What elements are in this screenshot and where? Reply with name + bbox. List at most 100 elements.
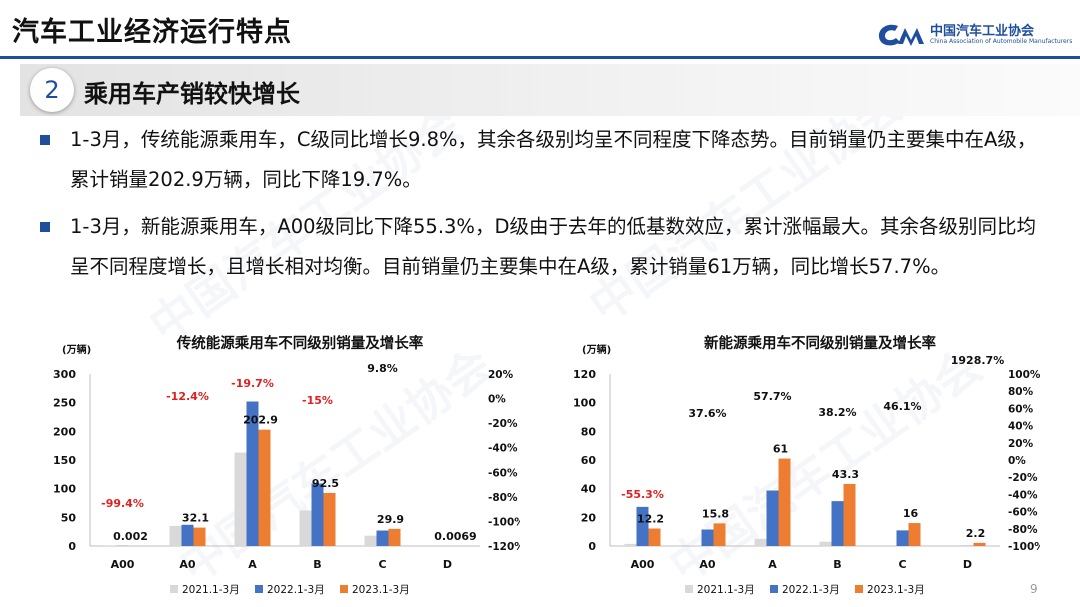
growth-rate-label: -12.4% [166, 390, 209, 403]
chart-svg: 新能源乘用车不同级别销量及增长率 (万辆) 0 20 40 60 80 100 120 -100%… [573, 334, 1040, 596]
y-tick-label: 150 [53, 454, 76, 467]
x-tick-label: B [313, 558, 321, 571]
bar [388, 528, 401, 546]
x-tick-label: D [963, 558, 972, 571]
caam-logo: 中国汽车工业协会 China Association of Automobile… [876, 18, 1072, 52]
y2-tick-label: -100% [488, 516, 520, 528]
x-tick-label: C [378, 558, 386, 571]
y2-tick-label: 0% [1008, 455, 1026, 467]
logo-name-en: China Association of Automobile Manufact… [930, 38, 1073, 45]
value-label: 16 [903, 507, 919, 520]
value-label: 61 [773, 443, 788, 456]
section-title: 乘用车产销较快增长 [84, 80, 300, 108]
value-label: 32.1 [182, 512, 209, 525]
bar [234, 452, 247, 546]
bar [648, 528, 661, 546]
x-tick-label: D [443, 558, 452, 571]
y-tick-label: 0 [588, 540, 596, 553]
x-tick-label: A0 [179, 558, 196, 571]
legend-swatch [255, 585, 263, 593]
bar [181, 524, 194, 546]
y2-tick-label: -60% [488, 467, 518, 479]
x-tick-label: A [768, 558, 777, 571]
y2-tick-label: -20% [488, 418, 518, 430]
chart-svg: 传统能源乘用车不同级别销量及增长率 (万辆) 0 50 100 150 200 250 300 -… [53, 334, 520, 596]
legend-label: 2021.1-3月 [182, 584, 240, 596]
y2-tick-label: 20% [1008, 438, 1034, 450]
bar [376, 530, 389, 546]
y-tick-label: 300 [53, 368, 76, 381]
unit-label: (万辆) [582, 343, 611, 356]
bar [636, 506, 649, 546]
header-divider [0, 56, 1080, 59]
y2-tick-label: -40% [488, 443, 518, 455]
growth-rate-label: 37.6% [688, 407, 726, 420]
y2-tick-label: 60% [1008, 403, 1034, 415]
y-tick-label: 100 [573, 397, 596, 410]
legend-label: 2023.1-3月 [867, 584, 925, 596]
unit-label: (万辆) [62, 343, 91, 356]
value-label: 0.0069 [434, 530, 476, 543]
section-number: 2 [30, 68, 74, 112]
y2-tick-label: 40% [1008, 421, 1034, 433]
y-tick-label: 60 [581, 454, 597, 467]
growth-rate-label: 9.8% [367, 362, 398, 375]
logo-name-cn: 中国汽车工业协会 [930, 24, 1035, 39]
value-label: 29.9 [377, 513, 404, 526]
legend-swatch [770, 585, 778, 593]
bar [973, 542, 986, 546]
bar [754, 538, 767, 546]
legend-label: 2023.1-3月 [352, 584, 410, 596]
y2-tick-label: 100% [1008, 369, 1040, 381]
x-tick-label: B [833, 558, 841, 571]
y-tick-label: 50 [61, 511, 77, 524]
value-label: 12.2 [637, 513, 664, 526]
y2-tick-label: -20% [1008, 472, 1038, 484]
bullet-text-1: 1-3月，传统能源乘用车，C级同比增长9.8%，其余各级别均呈不同程度下降态势。… [70, 128, 1037, 191]
bar [193, 527, 206, 546]
bar [299, 510, 312, 546]
growth-rate-label: 38.2% [818, 406, 856, 419]
bar [896, 530, 909, 546]
bar [246, 401, 259, 546]
y2-tick-label: -120% [488, 541, 520, 553]
bar [766, 490, 779, 546]
x-tick-label: A0 [699, 558, 716, 571]
bar [689, 545, 702, 546]
bullet-text-2: 1-3月，新能源乘用车，A00级同比下降55.3%，D级由于去年的低基数效应，累… [70, 215, 1036, 278]
bar [311, 483, 324, 546]
value-label: 92.5 [312, 477, 339, 490]
y-tick-label: 200 [53, 425, 76, 438]
growth-rate-label: -99.4% [101, 497, 144, 510]
section-bar [20, 64, 1080, 116]
x-tick-label: C [898, 558, 906, 571]
growth-rate-label: -55.3% [621, 488, 664, 501]
growth-rate-label: 1928.7% [951, 354, 1004, 367]
y2-tick-label: -80% [1008, 524, 1038, 536]
legend-swatch [340, 585, 348, 593]
chart-traditional-energy: 传统能源乘用车不同级别销量及增长率 (万辆) 0 50 100 150 200 250 300 -… [40, 328, 520, 600]
y-tick-label: 250 [53, 397, 76, 410]
bar [908, 523, 921, 546]
x-tick-label: A [248, 558, 257, 571]
bar [819, 541, 832, 546]
bullet-square-icon [40, 135, 50, 145]
value-label: 15.8 [702, 507, 729, 520]
value-label: 0.002 [113, 530, 148, 543]
y2-tick-label: -60% [1008, 507, 1038, 519]
legend-swatch [685, 585, 693, 593]
y2-tick-label: -40% [1008, 489, 1038, 501]
growth-rate-label: -15% [302, 394, 333, 407]
bar [364, 535, 377, 546]
y-tick-label: 40 [581, 483, 597, 496]
y-tick-label: 20 [581, 511, 597, 524]
growth-rate-label: 57.7% [753, 390, 791, 403]
slide-header: 汽车工业经济运行特点 中国汽车工业协会 China Association of… [0, 0, 1080, 59]
bar [831, 501, 844, 546]
y2-tick-label: 20% [488, 369, 514, 381]
growth-rate-label: -19.7% [231, 377, 274, 390]
y2-tick-label: 0% [488, 394, 506, 406]
bar [843, 483, 856, 546]
bar [713, 523, 726, 546]
caam-logo-icon [878, 24, 924, 46]
